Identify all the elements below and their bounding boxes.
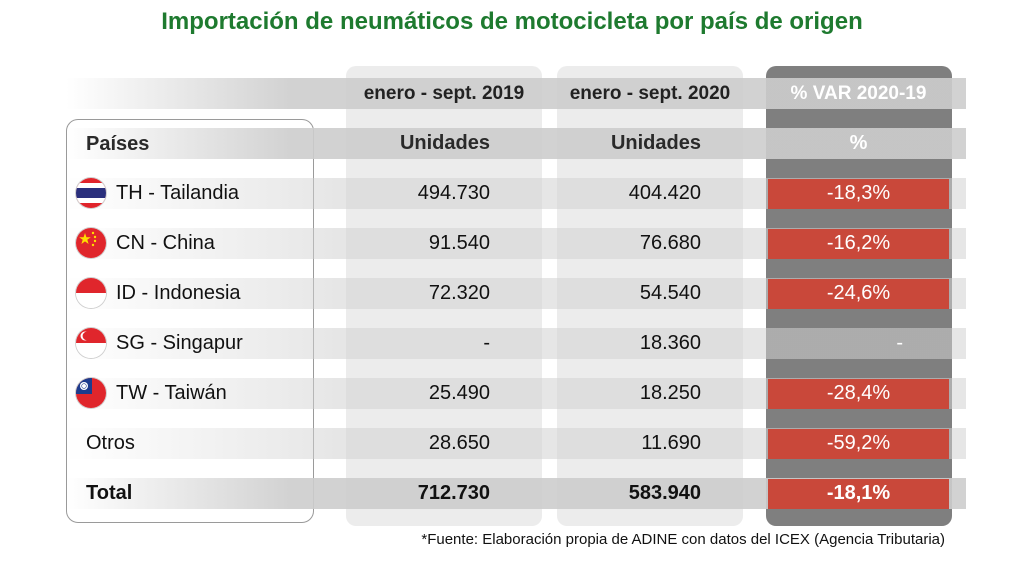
- table-cell-var: -: [896, 332, 903, 354]
- table-cell-var: -18,3%: [826, 182, 891, 204]
- table-cell-var: -59,2%: [826, 432, 891, 454]
- header-countries: Países: [86, 133, 150, 155]
- china-flag-icon: [76, 228, 106, 258]
- table-row-country: ID - Indonesia: [116, 282, 241, 304]
- table-cell-2020: 11.690: [641, 432, 701, 454]
- table-row-country: CN - China: [116, 232, 215, 254]
- table-cell-var: -28,4%: [826, 382, 891, 404]
- total-2020: 583.940: [628, 482, 701, 504]
- table-cell-var: -16,2%: [826, 232, 891, 254]
- table-cell-var: -24,6%: [826, 282, 891, 304]
- country-column-frame: [66, 119, 314, 523]
- table-cell-2020: 54.540: [639, 282, 701, 304]
- thailand-flag-icon: [76, 178, 106, 208]
- header-period-2019: enero - sept. 2019: [363, 83, 525, 104]
- var-highlight: [768, 379, 949, 409]
- table-cell-2019: 25.490: [428, 382, 490, 404]
- header-period-2020: enero - sept. 2020: [569, 83, 731, 104]
- table-cell-2020: 18.360: [639, 332, 701, 354]
- var-highlight: [768, 429, 949, 459]
- indonesia-flag-icon: [76, 278, 106, 308]
- header-units-2019: Unidades: [399, 132, 490, 154]
- total-var: -18,1%: [826, 482, 891, 504]
- table-row-country: SG - Singapur: [116, 332, 243, 354]
- table-cell-2020: 18.250: [639, 382, 701, 404]
- var-highlight: [768, 179, 949, 209]
- header-band-periods: [66, 78, 966, 109]
- var-highlight: [768, 279, 949, 309]
- table-cell-2019: 72.320: [428, 282, 490, 304]
- taiwan-flag-icon: [76, 378, 106, 408]
- singapore-flag-icon: [76, 328, 106, 358]
- table-row-country: Otros: [86, 432, 135, 454]
- table-row-country: TW - Taiwán: [116, 382, 227, 404]
- var-highlight: [768, 479, 949, 509]
- table-cell-2020: 404.420: [628, 182, 701, 204]
- source-footnote: *Fuente: Elaboración propia de ADINE con…: [421, 531, 945, 548]
- chart-title: Importación de neumáticos de motocicleta…: [161, 8, 863, 35]
- table-cell-2019: 28.650: [428, 432, 490, 454]
- header-units-2020: Unidades: [610, 132, 701, 154]
- table-row-country: TH - Tailandia: [116, 182, 240, 204]
- table-cell-2019: 494.730: [417, 182, 490, 204]
- var-highlight: [768, 229, 949, 259]
- total-2019: 712.730: [417, 482, 490, 504]
- table-cell-2019: 91.540: [428, 232, 490, 254]
- table-cell-2020: 76.680: [639, 232, 701, 254]
- table-cell-2019: -: [483, 332, 490, 354]
- row-band: [66, 328, 966, 359]
- total-label: Total: [86, 482, 133, 504]
- header-var-unit: %: [849, 132, 868, 154]
- header-var: % VAR 2020-19: [790, 83, 927, 104]
- header-band-units: [66, 128, 966, 159]
